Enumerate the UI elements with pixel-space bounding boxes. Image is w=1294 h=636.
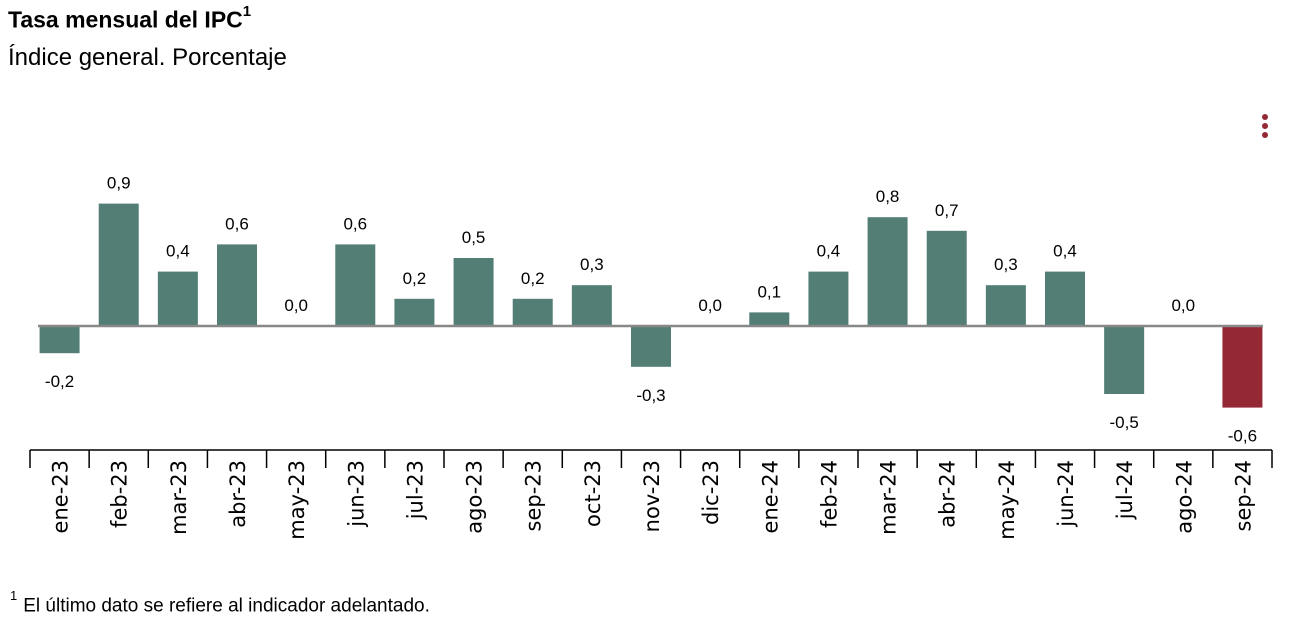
- data-label: 0,6: [225, 214, 249, 233]
- data-label: 0,4: [1053, 242, 1077, 261]
- bar: [985, 285, 1026, 326]
- data-label: -0,6: [1228, 427, 1257, 446]
- x-tick-label: feb-24: [817, 460, 841, 528]
- x-tick-label: abr-24: [936, 460, 960, 528]
- bar: [808, 271, 849, 326]
- vertical-dots-menu-icon[interactable]: [1256, 114, 1274, 144]
- bar: [1045, 271, 1085, 326]
- data-label: 0,5: [462, 228, 486, 247]
- menu-dot: [1262, 132, 1268, 138]
- x-tick-label: jun-24: [1054, 460, 1078, 528]
- bar: [571, 285, 612, 326]
- menu-dot: [1262, 114, 1268, 120]
- x-tick-label: jul-23: [403, 460, 427, 520]
- x-tick-label: nov-23: [640, 460, 664, 532]
- data-label: -0,5: [1109, 413, 1138, 432]
- data-label: 0,8: [876, 187, 900, 206]
- bar: [157, 271, 198, 326]
- chart-subtitle: Índice general. Porcentaje: [8, 44, 287, 71]
- x-tick-label: jul-24: [1113, 460, 1137, 520]
- bar: [1104, 326, 1145, 394]
- bar: [335, 244, 376, 326]
- bar: [1222, 326, 1263, 408]
- x-tick-label: mar-23: [167, 460, 191, 535]
- bar: [217, 244, 257, 326]
- data-label: 0,3: [580, 255, 604, 274]
- data-label: 0,7: [935, 201, 959, 220]
- data-label: 0,0: [1171, 296, 1195, 315]
- bar: [749, 312, 790, 326]
- x-tick-label: ene-24: [758, 460, 782, 533]
- x-tick-label: ago-24: [1172, 460, 1196, 534]
- x-tick-label: abr-23: [226, 460, 250, 528]
- footnote: 1 El último dato se refiere al indicador …: [10, 588, 430, 617]
- bar: [39, 326, 80, 354]
- x-tick-label: oct-23: [581, 460, 605, 527]
- chart-title-text: Tasa mensual del IPC: [8, 6, 243, 33]
- data-label: 0,1: [757, 282, 781, 301]
- data-label: 0,0: [698, 296, 722, 315]
- title-footnote-mark: 1: [242, 3, 252, 20]
- data-label: 0,2: [403, 269, 427, 288]
- data-label: 0,4: [166, 242, 190, 261]
- x-tick-label: may-24: [995, 460, 1019, 540]
- chart-title: Tasa mensual del IPC1: [8, 3, 252, 34]
- footnote-text: El último dato se refiere al indicador a…: [23, 595, 430, 617]
- data-label: 0,0: [284, 296, 308, 315]
- menu-dot: [1262, 123, 1268, 129]
- bar: [394, 298, 435, 326]
- x-tick-label: mar-24: [877, 460, 901, 535]
- bar: [512, 298, 553, 326]
- x-tick-label: feb-23: [108, 460, 132, 528]
- x-tick-label: sep-23: [522, 460, 546, 532]
- bar: [453, 258, 494, 326]
- footnote-mark: 1: [10, 588, 18, 603]
- x-tick-label: jun-23: [344, 460, 368, 528]
- data-label: 0,3: [994, 255, 1018, 274]
- x-tick-label: ago-23: [463, 460, 487, 534]
- x-tick-label: sep-24: [1231, 460, 1255, 532]
- bar: [867, 217, 908, 326]
- bar: [631, 326, 671, 367]
- data-label: 0,4: [817, 242, 841, 261]
- data-label: 0,6: [343, 214, 367, 233]
- data-label: 0,9: [107, 174, 131, 193]
- x-tick-label: ene-23: [49, 460, 73, 533]
- x-tick-label: may-23: [285, 460, 309, 540]
- data-label: -0,2: [45, 372, 74, 391]
- bar: [926, 230, 967, 326]
- bar-chart: -0,2 0,9 0,4 0,6 0,0 0,6 0,2 0,5 0,2 0,3 -0,3 0,0 0,…: [29, 174, 1273, 540]
- data-label: -0,3: [636, 386, 665, 405]
- bar: [98, 203, 139, 326]
- x-tick-label: dic-23: [699, 460, 723, 525]
- data-label: 0,2: [521, 269, 545, 288]
